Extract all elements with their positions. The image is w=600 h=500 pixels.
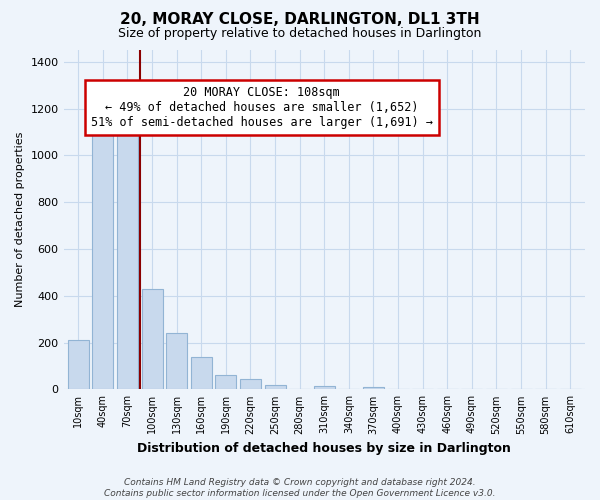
- X-axis label: Distribution of detached houses by size in Darlington: Distribution of detached houses by size …: [137, 442, 511, 455]
- Bar: [191, 356, 212, 390]
- Text: 20 MORAY CLOSE: 108sqm
← 49% of detached houses are smaller (1,652)
51% of semi-: 20 MORAY CLOSE: 108sqm ← 49% of detached…: [91, 86, 433, 128]
- Bar: [166, 333, 187, 390]
- Bar: [265, 384, 286, 390]
- Bar: [117, 133, 138, 390]
- Bar: [240, 379, 261, 390]
- Y-axis label: Number of detached properties: Number of detached properties: [15, 132, 25, 308]
- Bar: [363, 387, 384, 390]
- Text: Size of property relative to detached houses in Darlington: Size of property relative to detached ho…: [118, 28, 482, 40]
- Bar: [142, 289, 163, 390]
- Bar: [68, 340, 89, 390]
- Text: Contains HM Land Registry data © Crown copyright and database right 2024.
Contai: Contains HM Land Registry data © Crown c…: [104, 478, 496, 498]
- Bar: [215, 376, 236, 390]
- Bar: [92, 127, 113, 390]
- Text: 20, MORAY CLOSE, DARLINGTON, DL1 3TH: 20, MORAY CLOSE, DARLINGTON, DL1 3TH: [120, 12, 480, 28]
- Bar: [314, 386, 335, 390]
